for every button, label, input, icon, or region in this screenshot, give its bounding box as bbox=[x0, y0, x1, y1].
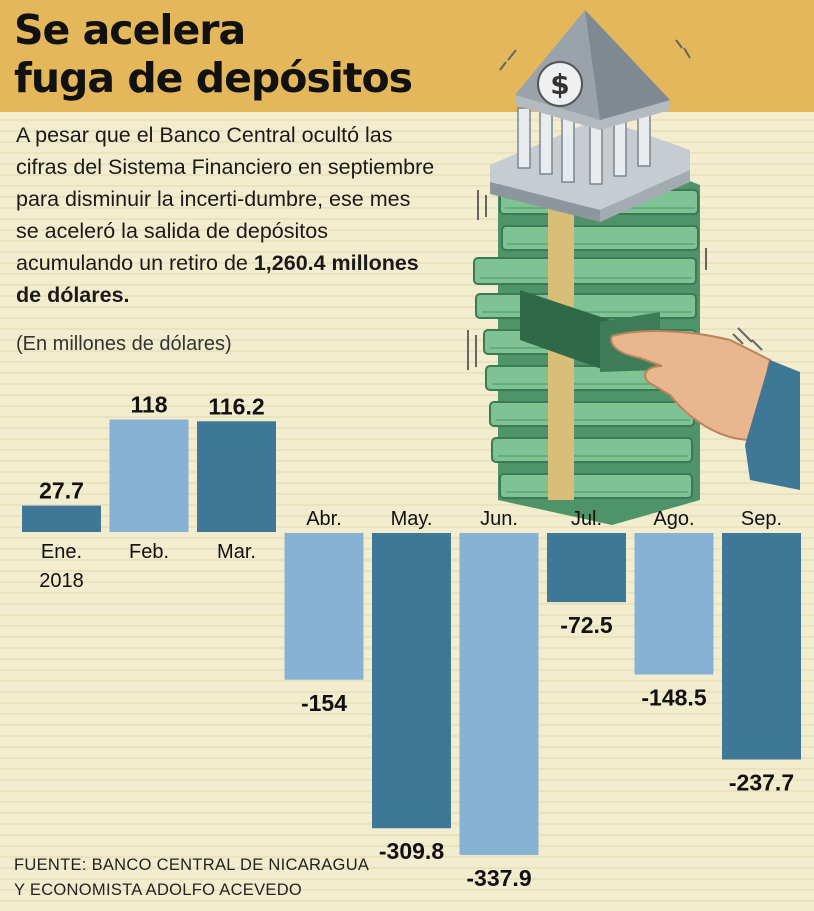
bar-4 bbox=[372, 533, 451, 829]
hand-icon bbox=[610, 330, 800, 490]
bar-2 bbox=[197, 421, 276, 532]
category-label-8: Sep. bbox=[741, 508, 782, 530]
dollar-sign-icon bbox=[537, 61, 583, 107]
source-line-2: Y ECONOMISTA ADOLFO ACEVEDO bbox=[14, 881, 303, 899]
bar-3 bbox=[284, 533, 364, 680]
category-label-1: Feb. bbox=[129, 541, 169, 563]
value-label-3: -154 bbox=[301, 690, 347, 716]
category-label-0: Ene. bbox=[41, 541, 82, 563]
bar-5 bbox=[459, 533, 539, 856]
intro-paragraph: A pesar que el Banco Central ocultó las … bbox=[16, 119, 436, 311]
title-banner: Se acelera fuga de depósitos bbox=[0, 0, 814, 112]
category-label-7: Ago. bbox=[653, 508, 694, 530]
bar-8 bbox=[722, 533, 801, 760]
value-label-6: -72.5 bbox=[560, 612, 613, 638]
category-label-6: Jul. bbox=[571, 508, 602, 530]
value-label-4: -309.8 bbox=[379, 838, 444, 864]
category-label-5: Jun. bbox=[480, 508, 518, 530]
value-label-7: -148.5 bbox=[641, 685, 706, 711]
svg-text:$: $ bbox=[550, 68, 569, 101]
bar-1 bbox=[109, 419, 189, 532]
source-line-1: FUENTE: BANCO CENTRAL DE NICARAGUA bbox=[14, 856, 370, 874]
bank-building-icon: $ bbox=[490, 10, 690, 222]
bar-7 bbox=[634, 533, 714, 675]
value-label-5: -337.9 bbox=[466, 865, 531, 891]
value-label-8: -237.7 bbox=[729, 770, 794, 796]
value-label-0: 27.7 bbox=[39, 478, 84, 504]
intro-text: A pesar que el Banco Central ocultó las … bbox=[16, 123, 435, 275]
bar-0 bbox=[22, 505, 101, 532]
category-sublabel-0: 2018 bbox=[39, 570, 84, 592]
title-line-1: Se acelera bbox=[14, 6, 246, 54]
value-label-2: 116.2 bbox=[208, 393, 264, 419]
category-label-4: May. bbox=[391, 508, 433, 530]
category-label-2: Mar. bbox=[217, 541, 256, 563]
shake-lines bbox=[467, 39, 763, 370]
bar-6 bbox=[547, 533, 626, 603]
unit-note: (En millones de dólares) bbox=[16, 333, 232, 355]
title-line-2: fuga de depósitos bbox=[14, 54, 413, 102]
intro-highlight: 1,260.4 millones de dólares. bbox=[16, 251, 419, 307]
source-note: FUENTE: BANCO CENTRAL DE NICARAGUA Y ECO… bbox=[14, 853, 369, 903]
page-title: Se acelera fuga de depósitos bbox=[14, 6, 413, 102]
value-label-1: 118 bbox=[130, 392, 167, 418]
money-stack-icon bbox=[473, 150, 700, 525]
category-label-3: Abr. bbox=[306, 508, 342, 530]
